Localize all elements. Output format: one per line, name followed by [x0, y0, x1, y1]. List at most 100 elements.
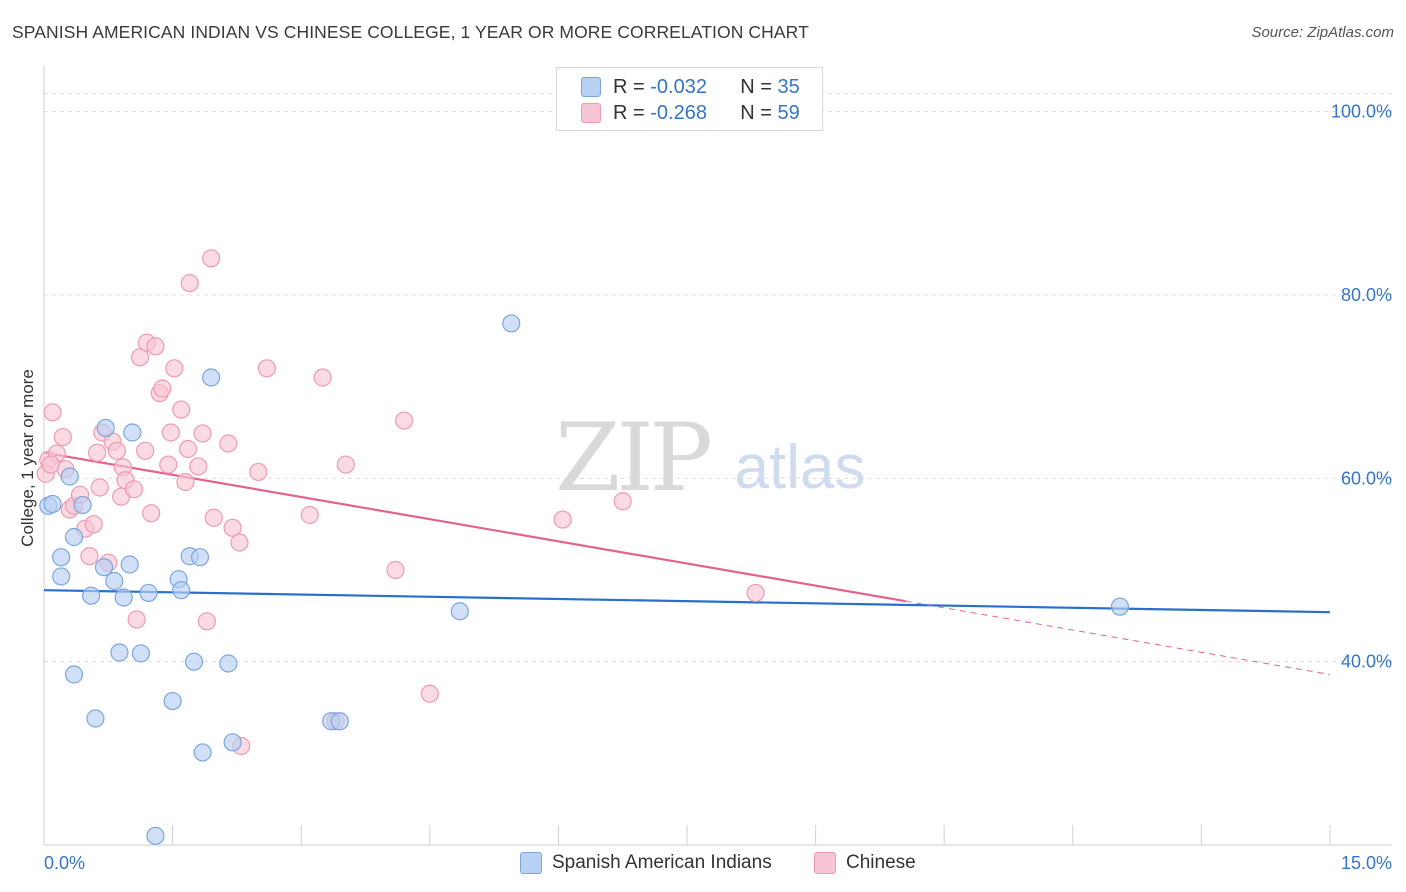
- data-point-chinese: [230, 533, 249, 552]
- legend-r-label: R =: [613, 101, 651, 124]
- data-point-spanish-american-indians: [110, 643, 129, 662]
- data-point-spanish-american-indians: [163, 691, 182, 711]
- data-point-chinese: [386, 560, 405, 580]
- data-point-chinese: [130, 348, 150, 367]
- tick-labels: 100.0% 80.0% 60.0% 40.0% 0.0% 15.0%: [44, 102, 1392, 873]
- data-point-spanish-american-indians: [184, 652, 204, 671]
- data-point-chinese: [107, 441, 126, 460]
- data-point-spanish-american-indians: [131, 644, 150, 663]
- data-point-chinese: [189, 457, 208, 476]
- data-point-spanish-american-indians: [202, 368, 221, 387]
- data-point-chinese: [43, 403, 62, 422]
- data-point-chinese: [176, 472, 195, 492]
- data-point-spanish-american-indians: [172, 581, 191, 600]
- data-point-chinese: [136, 441, 155, 460]
- data-point-chinese: [197, 612, 216, 631]
- data-point-chinese: [41, 455, 60, 474]
- data-point-spanish-american-indians: [105, 571, 124, 591]
- legend-n-value: 35: [777, 75, 800, 98]
- data-point-chinese: [127, 610, 146, 629]
- data-point-spanish-american-indians: [123, 423, 142, 442]
- data-point-spanish-american-indians: [114, 588, 133, 607]
- legend-n-label: N =: [740, 101, 778, 124]
- data-point-chinese: [178, 439, 198, 459]
- data-point-spanish-american-indians: [223, 733, 242, 752]
- data-point-spanish-american-indians: [64, 665, 84, 684]
- data-point-chinese: [204, 508, 223, 527]
- data-point-chinese: [249, 462, 268, 482]
- x-tick-label: 0.0%: [44, 853, 85, 873]
- data-point-spanish-american-indians: [330, 712, 349, 731]
- data-point-chinese: [161, 423, 180, 442]
- data-point-chinese: [159, 455, 178, 474]
- data-point-chinese: [193, 424, 212, 443]
- axis-layer: [43, 66, 1392, 846]
- points-layer: [36, 249, 1130, 845]
- data-point-spanish-american-indians: [139, 583, 158, 603]
- y-tick-label: 60.0%: [1341, 468, 1392, 488]
- data-point-chinese: [219, 434, 238, 453]
- data-point-chinese: [90, 478, 109, 497]
- chart-title: SPANISH AMERICAN INDIAN VS CHINESE COLLE…: [12, 22, 809, 42]
- data-point-spanish-american-indians: [190, 548, 210, 567]
- legend-swatch-blue: [520, 852, 542, 874]
- legend-row-pink: R = -0.268 N = 59: [581, 101, 800, 125]
- data-point-chinese: [223, 518, 242, 537]
- watermark-atlas: atlas: [735, 433, 866, 502]
- series-legend: Spanish American Indians Chinese: [0, 852, 1406, 878]
- data-point-chinese: [313, 368, 332, 387]
- data-point-chinese: [746, 583, 765, 603]
- legend-r-value: -0.032: [650, 75, 707, 98]
- data-point-spanish-american-indians: [96, 418, 115, 438]
- data-point-spanish-american-indians: [1110, 597, 1130, 616]
- legend-r-label: R =: [613, 75, 651, 98]
- x-tick-label: 15.0%: [1341, 853, 1392, 873]
- data-point-spanish-american-indians: [82, 586, 101, 605]
- data-point-chinese: [420, 684, 439, 703]
- data-point-chinese: [146, 337, 165, 356]
- legend-swatch-blue: [581, 77, 601, 97]
- legend-swatch-pink: [581, 103, 601, 123]
- y-tick-label: 100.0%: [1331, 102, 1392, 122]
- y-tick-label: 80.0%: [1341, 285, 1392, 305]
- legend-n-label: N =: [740, 75, 778, 98]
- data-point-chinese: [153, 379, 172, 398]
- trend-line-spanish-american-indians: [43, 589, 1331, 614]
- legend-item-spanish-american-indians[interactable]: Spanish American Indians: [520, 852, 772, 874]
- watermark: ZIP atlas: [555, 404, 865, 513]
- data-point-chinese: [165, 359, 184, 378]
- data-point-chinese: [142, 504, 161, 523]
- data-point-chinese: [180, 273, 199, 293]
- data-point-spanish-american-indians: [73, 495, 92, 515]
- data-point-chinese: [84, 515, 103, 534]
- data-point-chinese: [53, 427, 72, 447]
- legend-label: Chinese: [846, 852, 916, 873]
- data-point-spanish-american-indians: [219, 654, 238, 673]
- data-point-spanish-american-indians: [120, 555, 139, 574]
- watermark-zip: ZIP: [555, 404, 709, 513]
- data-point-chinese: [300, 505, 319, 525]
- legend-row-blue: R = -0.032 N = 35: [581, 75, 800, 99]
- data-point-spanish-american-indians: [52, 567, 71, 586]
- data-point-chinese: [124, 480, 144, 499]
- legend-item-chinese[interactable]: Chinese: [814, 852, 916, 874]
- data-point-chinese: [394, 411, 414, 430]
- data-point-chinese: [553, 510, 572, 529]
- grid-layer: [44, 92, 1392, 663]
- data-point-spanish-american-indians: [52, 548, 71, 567]
- data-point-spanish-american-indians: [86, 709, 105, 728]
- data-point-spanish-american-indians: [64, 527, 84, 547]
- source-label: Source: ZipAtlas.com: [1251, 24, 1394, 41]
- data-point-chinese: [88, 443, 107, 462]
- data-point-chinese: [257, 359, 277, 378]
- legend-swatch-pink: [814, 852, 836, 874]
- data-point-spanish-american-indians: [94, 558, 114, 577]
- data-point-chinese: [613, 492, 632, 511]
- data-point-spanish-american-indians: [60, 467, 79, 486]
- data-point-chinese: [80, 547, 99, 566]
- legend-n-value: 59: [777, 101, 800, 124]
- data-point-chinese: [172, 400, 191, 419]
- data-point-spanish-american-indians: [502, 314, 521, 333]
- data-point-spanish-american-indians: [43, 494, 62, 514]
